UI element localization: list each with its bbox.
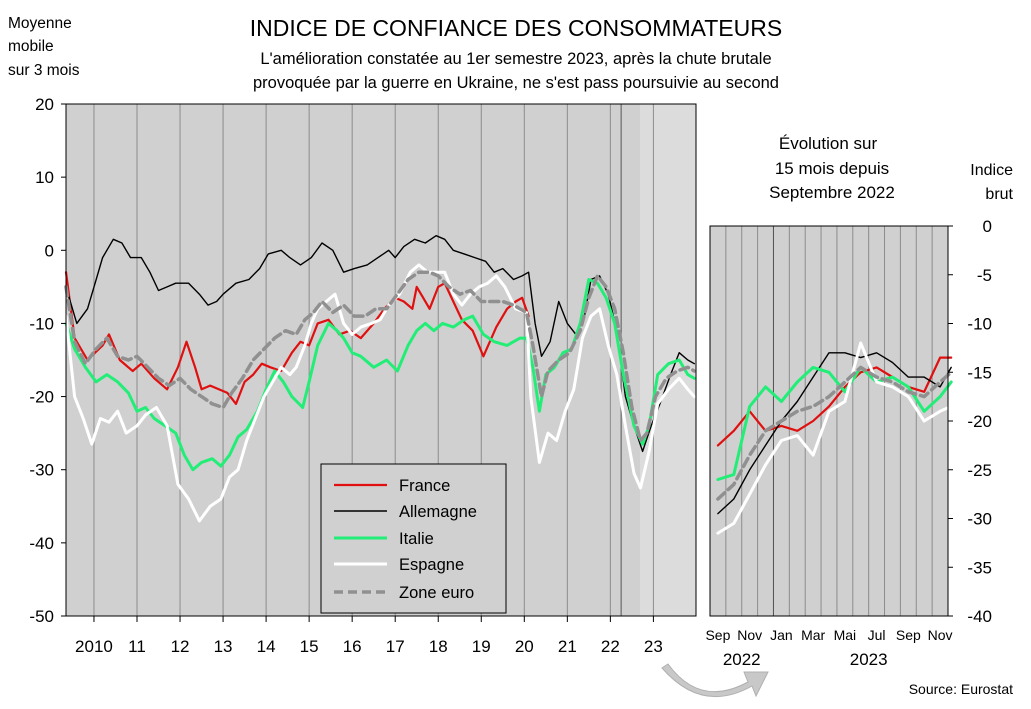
source-label: Source: Eurostat [909, 681, 1013, 697]
inset-y-tick-label: -40 [967, 607, 992, 626]
y-tick-label: -50 [29, 607, 54, 626]
x-tick-label: 18 [429, 637, 448, 656]
inset-series-line-italie [716, 365, 953, 481]
x-tick-label: 17 [386, 637, 405, 656]
x-tick-label: 21 [558, 637, 577, 656]
inset-series-line-allemagne [717, 352, 952, 515]
series-line-zone-euro [64, 270, 697, 443]
y-tick-label: -30 [29, 461, 54, 480]
chart-subtitle-line-2: provoquée par la guerre en Ukraine, ne s… [253, 74, 779, 92]
inset-unit-line-2: brut [985, 186, 1013, 203]
x-tick-label: 15 [300, 637, 319, 656]
main-series-group [64, 235, 697, 523]
inset-series-line-france [716, 356, 953, 447]
inset-unit-line-1: Indice [970, 162, 1013, 179]
y-unit-line-3: sur 3 mois [8, 62, 80, 79]
inset-title-line-3: Septembre 2022 [769, 183, 895, 202]
y-tick-label: -10 [29, 314, 54, 333]
inset-month-label: Jan [770, 627, 793, 643]
inset-month-label: Sep [705, 627, 730, 643]
inset-month-label: Sep [896, 627, 921, 643]
inset-title-line-1: Évolution sur [779, 134, 878, 153]
chart-title: INDICE DE CONFIANCE DES CONSOMMATEURS [250, 15, 782, 41]
inset-month-label: Jul [868, 627, 886, 643]
inset-series-group [716, 341, 953, 535]
chart-subtitle-line-1: L'amélioration constatée au 1er semestre… [260, 50, 771, 68]
x-tick-label: 14 [257, 637, 276, 656]
inset-y-tick-label: -35 [967, 558, 992, 577]
y-unit-line-2: mobile [8, 38, 54, 55]
inset-series-line-zone-euro [716, 365, 953, 501]
x-tick-label: 22 [601, 637, 620, 656]
inset-plot-area [710, 226, 948, 616]
inset-month-label: Mar [801, 627, 825, 643]
x-tick-label: 23 [644, 637, 663, 656]
inset-y-tick-label: -10 [967, 315, 992, 334]
legend-label-france: France [399, 477, 450, 495]
main-plot-frame [65, 103, 697, 617]
main-plot-shaded-zone [640, 104, 696, 616]
inset-y-tick-label: -5 [977, 266, 992, 285]
inset-month-label: Nov [928, 627, 953, 643]
x-tick-label: 19 [472, 637, 491, 656]
legend-label-zone-euro: Zone euro [399, 584, 474, 602]
main-x-axis: 2010 11 12 13 14 15 16 17 18 19 20 21 22 23 [75, 616, 663, 656]
inset-title-line-2: 15 mois depuis [775, 159, 889, 178]
y-tick-label: 20 [35, 95, 54, 114]
inset-y-tick-label: -25 [967, 461, 992, 480]
series-line-espagne [64, 263, 696, 523]
inset-grid [725, 226, 933, 616]
curved-arrow-icon [661, 663, 769, 698]
x-tick-label: 16 [343, 637, 362, 656]
legend-label-italie: Italie [399, 530, 434, 548]
y-tick-label: 0 [45, 241, 54, 260]
inset-y-tick-label: 0 [983, 217, 992, 236]
inset-y-tick-label: -20 [967, 412, 992, 431]
inset-month-label: Nov [737, 627, 762, 643]
x-tick-label: 11 [128, 637, 146, 656]
y-tick-label: 10 [35, 168, 54, 187]
inset-year-label: 2023 [850, 650, 888, 669]
x-tick-label: 13 [214, 637, 233, 656]
x-tick-label: 2010 [75, 637, 113, 656]
x-tick-label: 12 [171, 637, 190, 656]
inset-y-tick-label: -30 [967, 510, 992, 529]
y-unit-line-1: Moyenne [8, 15, 72, 32]
y-tick-label: -20 [29, 388, 54, 407]
inset-month-label: Mai [834, 627, 857, 643]
x-tick-label: 20 [515, 637, 534, 656]
inset-y-axis: 0 -5 -10 -15 -20 -25 -30 -35 -40 [948, 217, 992, 626]
legend-label-allemagne: Allemagne [399, 503, 477, 521]
inset-x-axis: Sep Nov Jan Mar Mai Jul Sep Nov 2022 2023 [705, 627, 952, 669]
legend-label-espagne: Espagne [399, 556, 464, 574]
chart-legend: France Allemagne Italie Espagne Zone eur… [320, 463, 507, 614]
inset-year-label: 2022 [723, 650, 761, 669]
main-y-axis: 20 10 0 -10 -20 -30 -40 -50 [29, 95, 66, 626]
inset-series-line-espagne [716, 341, 953, 535]
inset-y-tick-label: -15 [967, 363, 992, 382]
y-tick-label: -40 [29, 534, 54, 553]
